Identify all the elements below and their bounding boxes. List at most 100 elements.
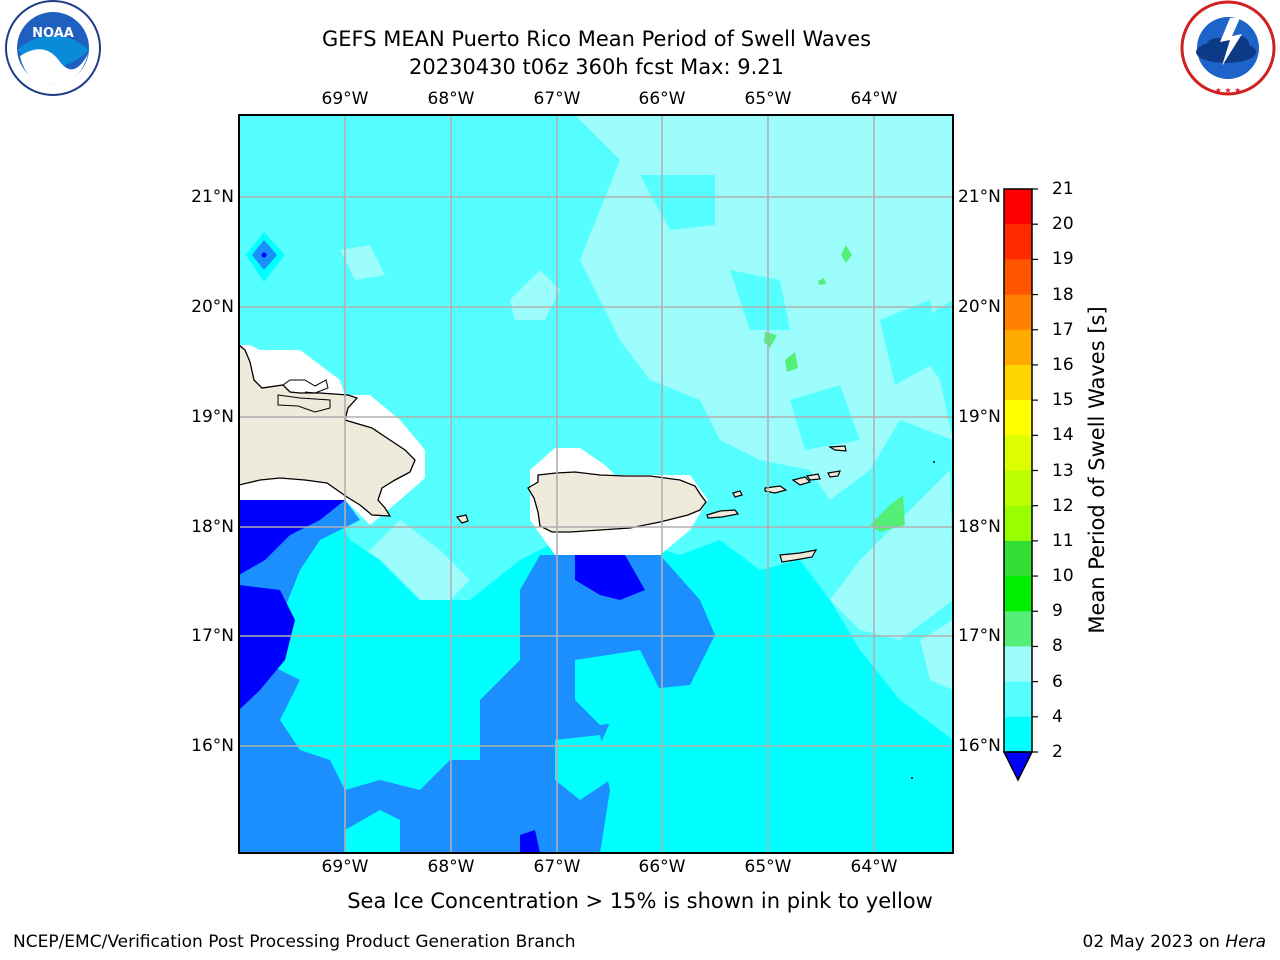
lat-label-right: 19°N bbox=[958, 407, 1001, 427]
virgin-islands bbox=[805, 473, 821, 481]
virgin-islands bbox=[764, 485, 788, 494]
colorbar-segment bbox=[1004, 294, 1032, 331]
lat-label-left: 20°N bbox=[191, 297, 234, 317]
colorbar-tick-label: 6 bbox=[1052, 671, 1063, 692]
lon-label-top: 64°W bbox=[850, 89, 898, 109]
contour-6-8s bbox=[640, 175, 715, 230]
lon-label-top: 66°W bbox=[638, 89, 686, 109]
colorbar-segment bbox=[1004, 576, 1032, 612]
contour-4-6s bbox=[345, 810, 400, 853]
colorbar-tick-label: 4 bbox=[1052, 706, 1063, 727]
st-croix bbox=[779, 549, 818, 563]
colorbar-tick-label: 2 bbox=[1052, 742, 1063, 762]
contour-8-9s bbox=[920, 620, 953, 690]
lat-label-right: 21°N bbox=[958, 187, 1001, 207]
lat-label-left: 16°N bbox=[191, 736, 234, 756]
lon-label-top: 68°W bbox=[427, 89, 475, 109]
colorbar-segment bbox=[1004, 646, 1032, 683]
colorbar bbox=[1002, 188, 1038, 782]
colorbar-tick-label: 13 bbox=[1052, 460, 1074, 481]
lon-label-top: 65°W bbox=[744, 89, 792, 109]
lat-label-right: 20°N bbox=[958, 297, 1001, 317]
lat-label-left: 18°N bbox=[191, 517, 234, 537]
colorbar-label: Mean Period of Swell Waves [s] bbox=[1085, 306, 1109, 634]
colorbar-tick-label: 12 bbox=[1052, 495, 1074, 516]
colorbar-tick-label: 15 bbox=[1052, 390, 1074, 411]
sea-ice-note: Sea Ice Concentration > 15% is shown in … bbox=[347, 889, 933, 913]
lon-label-bottom: 67°W bbox=[533, 857, 581, 877]
colorbar-segment bbox=[1004, 224, 1032, 260]
virgin-islands bbox=[827, 470, 841, 478]
colorbar-tick-label: 19 bbox=[1052, 249, 1074, 270]
colorbar-tick-label: 14 bbox=[1052, 425, 1074, 446]
lon-label-top: 69°W bbox=[321, 89, 369, 109]
contour-9-10s bbox=[818, 278, 826, 285]
lat-label-left: 17°N bbox=[191, 626, 234, 646]
colorbar-segment bbox=[1004, 540, 1032, 577]
noaa-logo: NOAA bbox=[5, 0, 101, 96]
contour-8-9s bbox=[820, 330, 870, 360]
svg-text:★ ★ ★: ★ ★ ★ bbox=[1215, 86, 1242, 95]
contour-6-8s bbox=[880, 300, 940, 385]
colorbar-tick-label: 16 bbox=[1052, 354, 1074, 375]
contour-9-10s bbox=[870, 495, 905, 532]
footer-host: Hera bbox=[1225, 932, 1266, 952]
contour-9-10s bbox=[841, 245, 852, 263]
colorbar-tick-label: 9 bbox=[1052, 601, 1063, 622]
contour-below-2s bbox=[239, 500, 345, 575]
colorbar-segment bbox=[1004, 329, 1032, 366]
footer-credit: NCEP/EMC/Verification Post Processing Pr… bbox=[13, 932, 576, 952]
colorbar-tick-label: 18 bbox=[1052, 284, 1074, 305]
colorbar-segment bbox=[1004, 435, 1032, 471]
noaa-logo-text: NOAA bbox=[32, 26, 74, 41]
contour-8-9s bbox=[340, 245, 385, 280]
colorbar-tick-label: 11 bbox=[1052, 530, 1074, 551]
contour-6-8s bbox=[730, 270, 790, 330]
footer-date: 02 May 2023 on Hera bbox=[1083, 932, 1267, 952]
virgin-islands bbox=[791, 476, 812, 486]
colorbar-extend-triangle bbox=[1002, 751, 1034, 782]
colorbar-segment bbox=[1004, 364, 1032, 401]
lat-label-left: 19°N bbox=[191, 407, 234, 427]
contour-8-9s bbox=[830, 470, 953, 640]
contour-below-2s bbox=[575, 555, 645, 600]
mona-island bbox=[455, 514, 469, 524]
lon-label-bottom: 69°W bbox=[321, 857, 369, 877]
lon-label-bottom: 66°W bbox=[638, 857, 686, 877]
colorbar-tick-label: 17 bbox=[1052, 319, 1074, 340]
colorbar-segment bbox=[1004, 681, 1032, 718]
hispaniola-landmass bbox=[239, 344, 416, 517]
footer-date-text: 02 May 2023 on bbox=[1082, 932, 1220, 952]
nws-logo: ★ ★ ★ bbox=[1180, 0, 1276, 96]
chart-title: GEFS MEAN Puerto Rico Mean Period of Swe… bbox=[321, 27, 872, 51]
colorbar-segment bbox=[1004, 716, 1032, 753]
contour-9-10s bbox=[785, 352, 798, 372]
map-frame bbox=[238, 114, 954, 854]
contour-4-6s bbox=[575, 650, 660, 725]
colorbar-segment bbox=[1004, 259, 1032, 296]
colorbar-segment bbox=[1004, 470, 1032, 507]
colorbar-tick-label: 20 bbox=[1052, 214, 1074, 235]
colorbar-segment bbox=[1004, 400, 1032, 436]
contour-4-6s bbox=[555, 735, 610, 800]
lat-label-right: 16°N bbox=[958, 736, 1001, 756]
colorbar-tick-label: 8 bbox=[1052, 636, 1063, 657]
map-gridlines bbox=[239, 115, 953, 853]
colorbar-segment bbox=[1004, 505, 1032, 542]
virgin-islands bbox=[706, 509, 740, 519]
contour-below-2s bbox=[520, 830, 540, 853]
colorbar-segment bbox=[1004, 611, 1032, 647]
lon-label-top: 67°W bbox=[533, 89, 581, 109]
lat-label-right: 17°N bbox=[958, 626, 1001, 646]
lon-label-bottom: 68°W bbox=[427, 857, 475, 877]
virgin-islands bbox=[732, 490, 743, 498]
contour-below-2s bbox=[239, 585, 295, 710]
lat-label-left: 21°N bbox=[191, 187, 234, 207]
lon-label-bottom: 64°W bbox=[850, 857, 898, 877]
lat-label-right: 18°N bbox=[958, 517, 1001, 537]
lon-label-bottom: 65°W bbox=[744, 857, 792, 877]
virgin-islands bbox=[828, 445, 847, 452]
colorbar-tick-label: 10 bbox=[1052, 566, 1074, 587]
colorbar-tick-label: 21 bbox=[1052, 179, 1074, 199]
